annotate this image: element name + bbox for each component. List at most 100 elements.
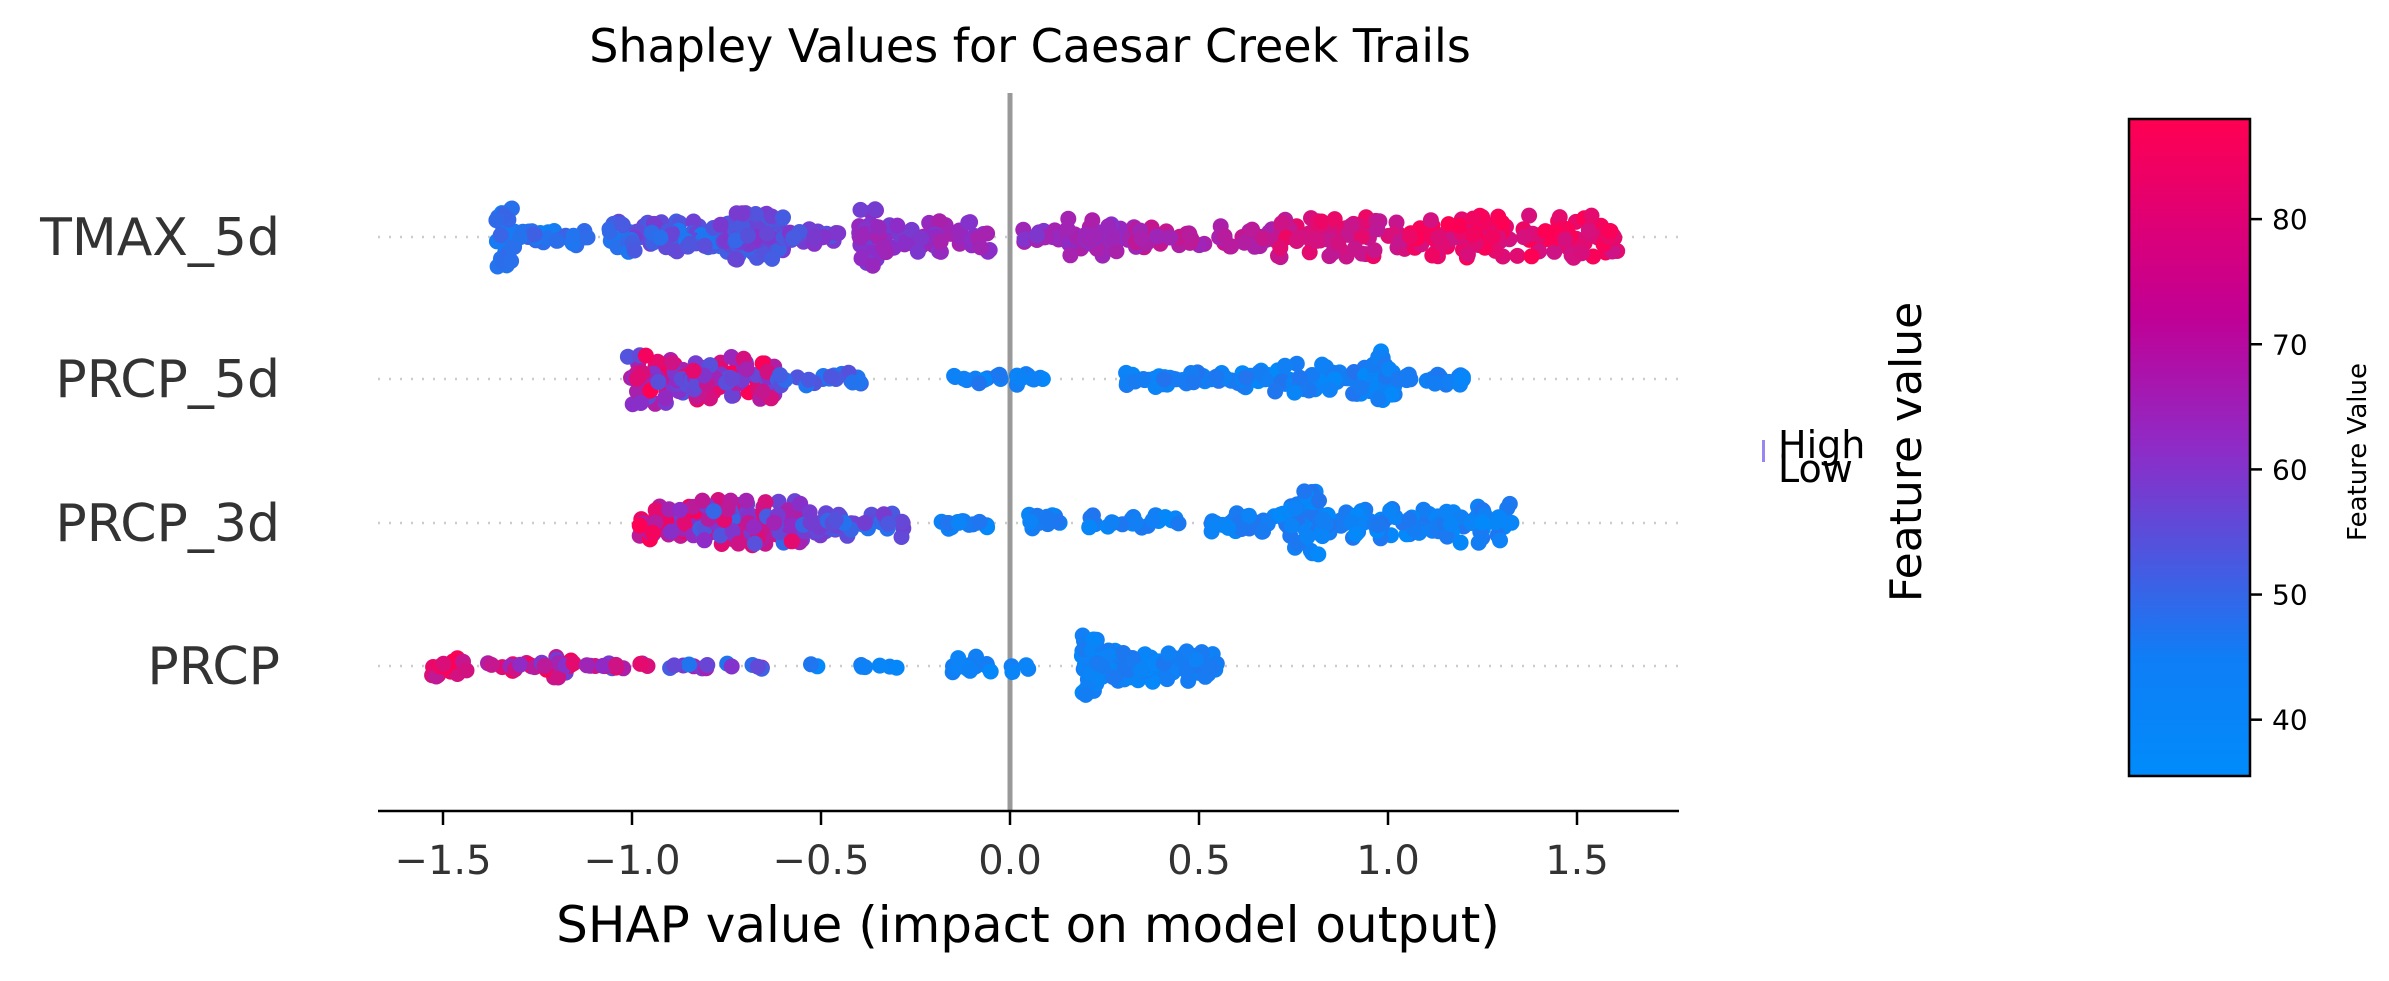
shap-point xyxy=(754,383,771,400)
shap-point xyxy=(962,662,979,679)
shap-point xyxy=(637,347,654,364)
shap-point xyxy=(1016,231,1033,248)
shap-point xyxy=(647,502,664,519)
shap-point xyxy=(1438,503,1455,520)
shap-point xyxy=(1286,384,1303,401)
feature-label: TMAX_5d xyxy=(39,208,280,268)
shap-point xyxy=(730,535,747,552)
shap-point xyxy=(783,533,800,550)
shap-point xyxy=(1509,247,1526,264)
shap-point xyxy=(1084,212,1101,229)
shap-point xyxy=(1039,511,1056,528)
shap-point xyxy=(1383,386,1400,403)
shap-point xyxy=(932,233,949,250)
shap-point xyxy=(1157,509,1174,526)
shap-point xyxy=(728,251,745,268)
shap-point xyxy=(548,232,565,249)
shap-point xyxy=(1326,211,1343,228)
shap-point xyxy=(746,518,762,535)
shap-point xyxy=(595,657,611,674)
shap-point xyxy=(1314,528,1331,545)
shap-point xyxy=(724,387,740,404)
shap-point xyxy=(1273,215,1290,232)
shap-point xyxy=(536,657,553,674)
shap-point xyxy=(1470,534,1487,551)
shap-point xyxy=(1484,228,1501,245)
shap-point xyxy=(512,229,529,246)
shap-point xyxy=(1018,657,1035,674)
shap-point xyxy=(1223,238,1240,255)
shap-point xyxy=(727,232,744,249)
shap-point xyxy=(1162,229,1179,246)
legend: High Low Feature value xyxy=(1762,302,1932,602)
shap-point xyxy=(827,511,844,528)
x-tick-label: 0.5 xyxy=(1167,838,1231,884)
shap-point xyxy=(1267,383,1284,400)
shap-point xyxy=(757,494,774,511)
shap-point xyxy=(1288,233,1305,249)
shap-point xyxy=(1128,514,1144,531)
shap-point xyxy=(1370,391,1387,408)
shap-point xyxy=(1580,222,1597,239)
shap-point xyxy=(1301,244,1318,261)
shap-point xyxy=(1370,517,1387,534)
shap-point xyxy=(946,367,963,384)
shap-point xyxy=(738,492,755,509)
shap-point xyxy=(696,532,713,549)
shap-point xyxy=(1299,528,1316,545)
shap-point xyxy=(1029,227,1045,244)
colorbar-tick-label: 70 xyxy=(2272,328,2308,361)
shap-point xyxy=(1238,369,1255,386)
shap-point xyxy=(1108,243,1125,260)
shap-point xyxy=(1454,369,1471,385)
chart-title: Shapley Values for Caesar Creek Trails xyxy=(589,19,1471,73)
beeswarm-points xyxy=(424,200,1626,703)
shap-point xyxy=(1148,228,1165,245)
feature-label: PRCP_3d xyxy=(55,494,280,554)
shap-point xyxy=(1178,662,1195,679)
shap-point xyxy=(435,655,452,672)
shap-point xyxy=(1004,664,1021,681)
shap-point xyxy=(1288,355,1305,372)
shap-point xyxy=(844,374,861,391)
x-tick-label: 1.0 xyxy=(1356,838,1420,884)
feature-label: PRCP_5d xyxy=(55,350,280,410)
feature-label: PRCP xyxy=(147,637,280,697)
shap-point xyxy=(864,257,881,274)
shap-point xyxy=(1133,662,1149,679)
shap-point xyxy=(772,367,788,383)
x-tick-label: −1.5 xyxy=(394,838,491,884)
shap-point xyxy=(696,237,713,254)
shap-point xyxy=(766,514,783,531)
shap-point xyxy=(1133,230,1150,247)
shap-point xyxy=(853,658,870,675)
shap-point xyxy=(746,535,763,552)
shap-point xyxy=(913,230,930,247)
shap-point xyxy=(852,201,869,218)
shap-point xyxy=(909,243,926,260)
shap-point xyxy=(1311,492,1327,509)
shap-point xyxy=(806,228,823,245)
shap-point xyxy=(1104,229,1121,246)
shap-point xyxy=(1442,516,1459,533)
shap-point xyxy=(785,229,802,246)
shap-point xyxy=(1343,217,1360,234)
shap-point xyxy=(972,239,989,256)
shap-point xyxy=(1304,367,1320,383)
shap-point xyxy=(1244,221,1261,238)
shap-point xyxy=(1287,500,1304,517)
shap-point xyxy=(664,354,681,371)
shap-point xyxy=(1220,519,1237,536)
shap-point xyxy=(1537,223,1554,240)
shap-point xyxy=(822,368,839,385)
shap-point xyxy=(889,217,906,234)
shap-point xyxy=(870,219,887,236)
shap-point xyxy=(1347,526,1364,543)
shap-point xyxy=(1255,523,1272,540)
shap-point xyxy=(950,514,967,531)
shap-point xyxy=(1382,502,1399,519)
shap-point xyxy=(894,514,911,531)
shap-point xyxy=(1557,231,1574,248)
colorbar-tick-label: 60 xyxy=(2272,453,2308,486)
